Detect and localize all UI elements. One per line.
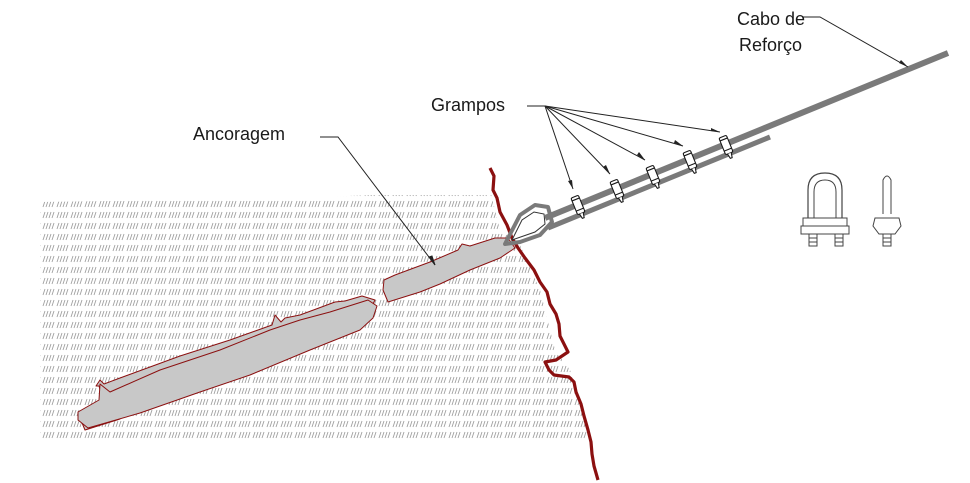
leader-arrowheads	[568, 60, 908, 189]
leader-grampos-5	[544, 105, 721, 133]
clamps-group	[570, 135, 734, 220]
reinforcement-cable	[543, 50, 950, 221]
anchor-bar-main	[77, 299, 378, 429]
leader-grampos-4	[544, 105, 684, 147]
clamp	[645, 165, 661, 190]
rock-face-edge	[488, 167, 600, 481]
leader-grampos-3	[544, 105, 646, 161]
wire-rope-clip-front-icon	[800, 172, 850, 247]
clamp	[682, 150, 698, 175]
label-ancoragem: Ancoragem	[193, 124, 286, 144]
cable-thimble-inner	[511, 211, 546, 241]
leader-grampos-1	[544, 105, 574, 190]
clamp	[718, 135, 734, 160]
label-cabo-line2: Reforço	[739, 35, 803, 55]
wire-rope-clip-side-icon	[872, 175, 902, 247]
leader-ancoragem	[320, 136, 436, 266]
label-cabo-line1: Cabo de	[737, 9, 806, 29]
leader-cabo	[803, 16, 909, 68]
leader-grampos-2	[544, 105, 611, 175]
clamp	[570, 195, 586, 220]
leader-lines	[320, 16, 909, 266]
clamp	[609, 179, 625, 204]
label-grampos: Grampos	[431, 95, 506, 115]
